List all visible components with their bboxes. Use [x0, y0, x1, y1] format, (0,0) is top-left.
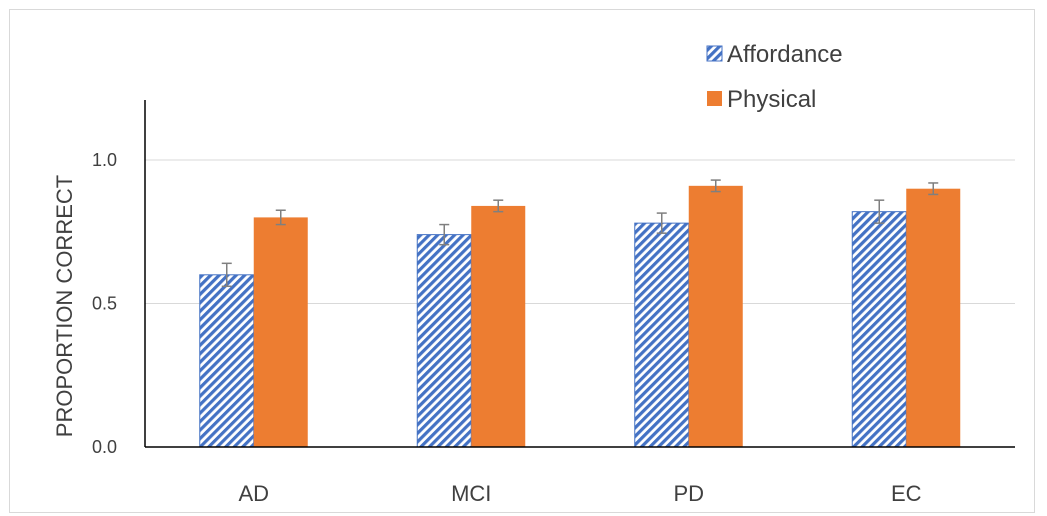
y-axis-title: PROPORTION CORRECT [52, 175, 77, 437]
legend: Affordance Physical [706, 41, 843, 113]
x-tick-label: PD [673, 481, 704, 506]
bar-affordance-pd [634, 222, 690, 448]
axes [144, 100, 1015, 448]
y-tick-label: 0.5 [92, 294, 117, 314]
error-bars [221, 179, 939, 288]
bar-affordance-ad [199, 274, 255, 448]
y-tick-label: 0.0 [92, 437, 117, 457]
axis-labels: 0.0 0.5 1.0 AD MCI PD EC [92, 150, 922, 506]
x-tick-label: EC [891, 481, 922, 506]
bar-affordance-mci [416, 234, 472, 448]
bar-physical-ad [253, 217, 308, 447]
legend-swatch-physical [707, 91, 722, 106]
bars [199, 185, 961, 448]
legend-label-affordance: Affordance [727, 41, 843, 68]
legend-label-physical: Physical [727, 86, 816, 113]
legend-swatch-affordance [706, 45, 723, 62]
bar-affordance-ec [851, 211, 907, 448]
x-tick-label: MCI [451, 481, 491, 506]
bar-physical-ec [906, 188, 961, 447]
bar-physical-pd [688, 185, 743, 447]
y-tick-label: 1.0 [92, 150, 117, 170]
x-tick-label: AD [238, 481, 269, 506]
bar-physical-mci [471, 205, 526, 447]
